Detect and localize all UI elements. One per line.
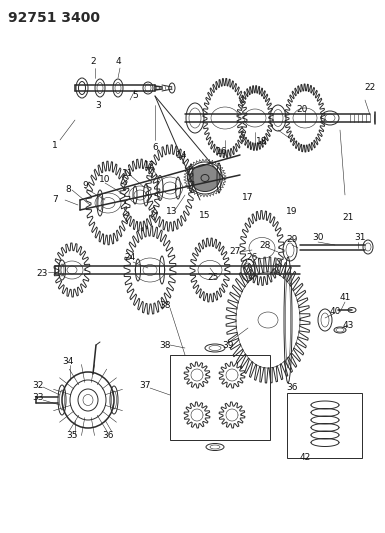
Text: 4: 4 [115, 58, 121, 67]
Text: 12: 12 [144, 160, 156, 169]
Text: 9: 9 [82, 181, 88, 190]
Text: 2: 2 [90, 58, 96, 67]
Text: 35: 35 [66, 431, 78, 440]
Text: 40: 40 [329, 308, 341, 317]
Text: 10: 10 [99, 175, 111, 184]
Text: 26: 26 [246, 254, 258, 262]
Text: 29: 29 [286, 236, 298, 245]
Text: 1: 1 [52, 141, 58, 149]
Text: 43: 43 [342, 320, 354, 329]
Text: 32: 32 [32, 381, 44, 390]
Text: 38: 38 [159, 341, 171, 350]
Text: 5: 5 [132, 91, 138, 100]
Text: 30: 30 [312, 233, 324, 243]
Text: 18: 18 [256, 138, 268, 147]
Text: 38: 38 [159, 301, 171, 310]
Bar [170, 355, 270, 440]
Text: 33: 33 [32, 393, 44, 402]
Text: 8: 8 [65, 185, 71, 195]
Text: 19: 19 [286, 207, 298, 216]
Text: 39: 39 [222, 341, 234, 350]
Text: 6: 6 [152, 143, 158, 152]
Text: 31: 31 [354, 233, 366, 243]
Text: 13: 13 [166, 207, 178, 216]
Bar [287, 393, 362, 458]
Text: 24: 24 [124, 254, 136, 262]
Text: 41: 41 [339, 294, 351, 303]
Text: 20: 20 [296, 106, 308, 115]
Text: 92751 3400: 92751 3400 [8, 11, 100, 25]
Text: 22: 22 [364, 84, 376, 93]
Text: 7: 7 [52, 196, 58, 205]
Text: 36: 36 [286, 384, 298, 392]
Ellipse shape [190, 165, 220, 191]
Text: 25: 25 [207, 273, 219, 282]
Text: 16: 16 [216, 148, 228, 157]
Text: 21: 21 [342, 214, 354, 222]
Text: 27: 27 [229, 247, 241, 256]
Text: 28: 28 [259, 240, 271, 249]
Text: 15: 15 [199, 211, 211, 220]
Text: 42: 42 [300, 454, 311, 463]
Text: 37: 37 [139, 381, 151, 390]
Text: 11: 11 [122, 168, 134, 177]
Text: 17: 17 [242, 193, 254, 203]
Text: 36: 36 [102, 431, 114, 440]
Text: 3: 3 [95, 101, 101, 109]
Text: 14: 14 [176, 150, 188, 159]
Text: 34: 34 [62, 358, 74, 367]
Text: 23: 23 [36, 270, 48, 279]
